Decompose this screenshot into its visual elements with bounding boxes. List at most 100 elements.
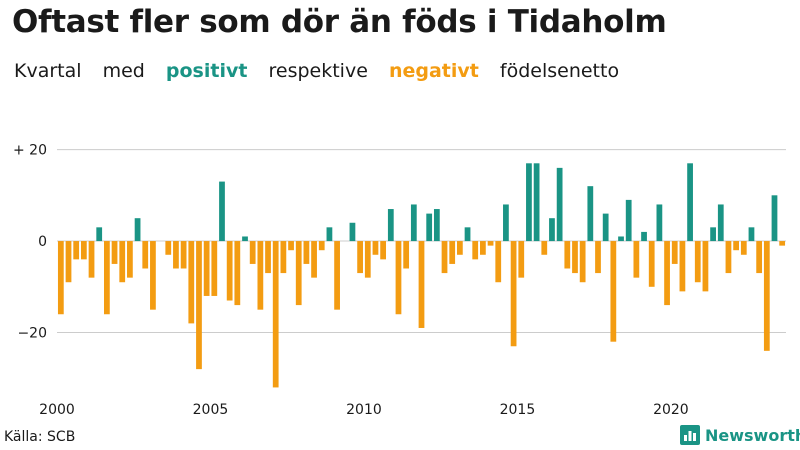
- bar: [127, 241, 133, 278]
- x-tick-label: 2020: [653, 402, 689, 418]
- bar: [595, 241, 601, 274]
- y-tick-label: 0: [38, 234, 47, 250]
- bar-chart-icon: [680, 425, 700, 445]
- bar: [380, 241, 387, 260]
- bar: [740, 241, 747, 255]
- bar: [303, 241, 310, 264]
- bar: [733, 241, 739, 251]
- bar: [326, 227, 333, 242]
- chart-subtitle: Kvartal med positivt respektive negativt…: [14, 60, 634, 82]
- bar: [579, 241, 586, 283]
- bar: [771, 195, 778, 242]
- bar: [756, 241, 763, 274]
- bar: [96, 227, 103, 242]
- bar: [602, 213, 609, 242]
- bar: [364, 241, 371, 278]
- bar: [295, 241, 302, 306]
- y-tick-label: −20: [17, 326, 47, 342]
- x-tick-label: 2000: [39, 402, 75, 418]
- bar: [495, 241, 502, 283]
- bar: [487, 241, 494, 246]
- bar: [725, 241, 732, 274]
- bar: [104, 241, 110, 315]
- bar: [503, 204, 509, 242]
- bar: [219, 181, 225, 242]
- bar: [779, 241, 786, 246]
- bar: [641, 231, 647, 242]
- bar: [387, 209, 394, 242]
- bar: [265, 241, 271, 274]
- bar: [288, 241, 294, 251]
- bar: [173, 241, 179, 269]
- bar: [510, 241, 517, 347]
- bar: [671, 241, 678, 264]
- bar: [541, 241, 548, 255]
- subtitle-word: respektive: [268, 60, 368, 82]
- bar: [717, 204, 724, 242]
- bar: [280, 241, 287, 274]
- bar: [410, 204, 417, 242]
- bar: [549, 218, 555, 242]
- bar: [556, 167, 563, 242]
- bar: [533, 163, 540, 242]
- bar: [518, 241, 525, 278]
- bar: [119, 241, 126, 283]
- bar: [710, 227, 716, 242]
- bar: [188, 241, 195, 324]
- bar: [763, 241, 770, 351]
- bar: [180, 241, 187, 269]
- bar: [257, 241, 264, 310]
- subtitle-positive-label: positivt: [165, 60, 248, 82]
- bar: [526, 163, 532, 242]
- gridlines: [57, 149, 786, 334]
- bar: [226, 241, 233, 301]
- bar: [142, 241, 149, 269]
- chart-title: Oftast fler som dör än föds i Tidaholm: [12, 4, 667, 40]
- bar: [694, 241, 701, 283]
- bar: [480, 241, 486, 255]
- bar: [564, 241, 571, 269]
- bar: [648, 241, 655, 287]
- bar: [456, 241, 463, 255]
- x-tick-label: 2005: [193, 402, 229, 418]
- bar: [449, 241, 456, 264]
- newsworthy-logo: Newsworthy: [680, 425, 800, 445]
- bar: [656, 204, 663, 242]
- bar: [65, 241, 72, 283]
- x-tick-label: 2010: [346, 402, 382, 418]
- y-tick-label: + 20: [13, 143, 47, 159]
- bar: [196, 241, 202, 370]
- bar: [610, 241, 617, 342]
- bar: [679, 241, 686, 292]
- bar: [702, 241, 709, 292]
- bar: [472, 241, 479, 260]
- bar: [418, 241, 425, 328]
- x-tick-label: 2015: [500, 402, 536, 418]
- bar: [633, 241, 640, 278]
- bar: [234, 241, 241, 306]
- bar: [134, 218, 141, 242]
- bar: [80, 241, 87, 260]
- bar: [272, 241, 279, 388]
- bar: [426, 213, 433, 242]
- bar: [165, 241, 172, 255]
- bar: [441, 241, 448, 274]
- bar: [318, 241, 325, 251]
- bar: [349, 222, 356, 242]
- bar: [334, 241, 340, 310]
- bar: [372, 241, 379, 255]
- subtitle-negative-label: negativt: [388, 60, 479, 82]
- bar: [403, 241, 410, 269]
- bar: [150, 241, 156, 310]
- bar: [748, 227, 755, 242]
- bar: [211, 241, 218, 296]
- bar: [433, 209, 440, 242]
- bar: [73, 241, 80, 260]
- bar: [687, 163, 693, 242]
- subtitle-word: födelsenetto: [499, 60, 620, 82]
- bar: [572, 241, 578, 274]
- axis-labels: + 20 0 −20 2000 2005 2010 2015 2020: [13, 143, 689, 418]
- bar: [88, 241, 95, 278]
- bar: [664, 241, 670, 306]
